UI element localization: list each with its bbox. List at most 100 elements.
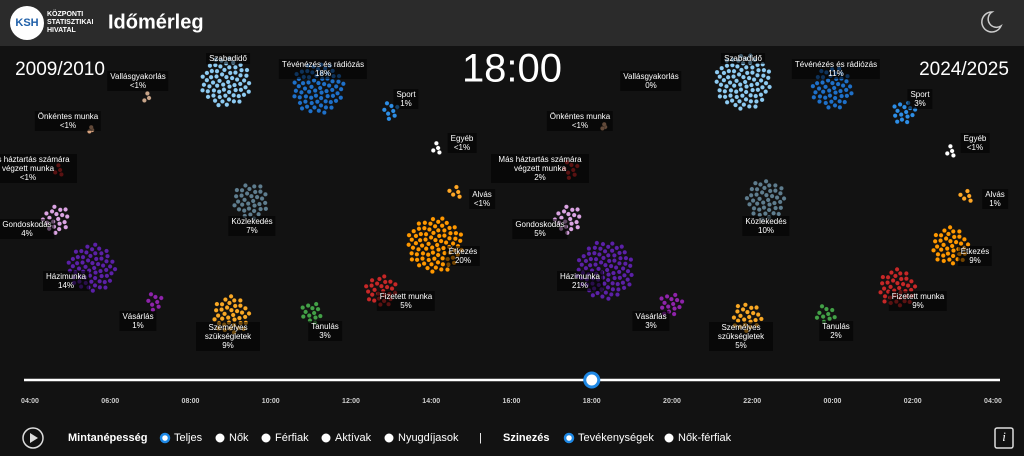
radio[interactable] [261,433,271,443]
activity-dot [943,236,949,241]
activity-dot [565,211,571,217]
activity-dot [879,280,885,286]
activity-label: Sport 1% [393,89,419,109]
activity-dot [774,195,780,201]
radio-label[interactable]: Nyugdíjasok [398,432,459,444]
activity-dot [238,87,244,93]
activity-dot [104,248,109,254]
radio[interactable] [159,432,171,444]
activity-dot [721,77,727,83]
activity-dot [738,87,744,93]
radio-label[interactable]: Férfiak [275,432,309,444]
activity-dot [766,182,772,188]
radio[interactable] [215,433,225,443]
timeline-handle[interactable] [583,371,601,389]
activity-dot [734,78,739,84]
activity-dot [420,256,425,261]
activity-dot [242,305,248,311]
radio-label[interactable]: Nők [229,432,249,444]
activity-dot [743,96,749,102]
activity-dot [430,230,436,236]
activity-dot [200,87,205,93]
radio[interactable] [563,432,575,444]
timeline-tick-label[interactable]: 10:00 [262,398,280,405]
activity-dot [755,312,761,317]
activity-dot [372,287,378,293]
activity-dot [810,83,816,89]
radio[interactable] [664,433,674,443]
activity-dot [940,253,946,259]
activity-dot [743,64,749,70]
timeline-tick-label[interactable]: 06:00 [101,398,119,405]
activity-dot [842,99,848,105]
activity-dot [448,230,453,236]
activity-dot [432,223,438,229]
timeline-tick-label[interactable]: 16:00 [503,398,521,405]
activity-dot [757,196,763,202]
activity-label: Gondoskodás 4% [0,219,55,239]
timeline-tick-label[interactable]: 04:00 [984,398,1002,405]
radio[interactable] [321,433,331,443]
activity-dot [141,97,147,103]
timeline-tick-label[interactable]: 20:00 [663,398,681,405]
info-icon[interactable]: i [1002,429,1006,444]
activity-dot [714,79,720,85]
play-button[interactable] [22,427,44,449]
activity-dot [820,80,825,85]
activity-dot [837,98,843,104]
activity-dot [148,291,154,297]
activity-dot [319,90,324,96]
activity-dot [741,102,747,108]
activity-dot [262,200,268,206]
activity-dot [600,255,606,261]
logo[interactable]: KSH [15,17,38,29]
activity-dot [229,75,235,81]
radio-label[interactable]: Teljes [174,432,203,444]
activity-dot [759,84,765,90]
activity-dot [905,283,911,289]
activity-dot [765,197,771,203]
timeline-tick-label[interactable]: 12:00 [342,398,360,405]
activity-dot [433,265,439,271]
activity-dot [446,235,452,241]
activity-dot [219,307,225,312]
activity-dot [371,298,377,304]
activity-label: Közlekedés 7% [228,216,276,236]
play-icon[interactable] [30,433,38,443]
radio[interactable] [384,433,394,443]
activity-dot [598,260,604,265]
radio-label[interactable]: Tevékenységek [578,432,654,444]
activity-dot [627,282,632,287]
activity-dot [423,246,429,252]
activity-dot [333,98,339,104]
timeline-tick-label[interactable]: 22:00 [743,398,761,405]
theme-toggle[interactable] [981,11,1003,33]
activity-dot [425,265,430,271]
timeline-tick-label[interactable]: 04:00 [21,398,39,405]
activity-dot [428,235,434,240]
activity-dot [849,90,854,96]
activity-dot [413,240,419,246]
activity-dot [609,248,615,254]
timeline-tick-label[interactable]: 08:00 [182,398,200,405]
activity-dot [880,274,886,280]
activity-dot [728,93,733,98]
activity-dot [579,262,585,268]
activity-dot [96,246,102,252]
radio-label[interactable]: Nők-férfiak [678,432,732,444]
org-line: KÖZPONTI [47,9,83,18]
activity-dot [246,89,252,95]
info-button[interactable] [994,427,1014,449]
timeline-tick-label[interactable]: 18:00 [583,398,601,405]
logo-circle[interactable] [10,6,44,40]
activity-name: Vásárlás [122,312,154,321]
activity-dot [222,93,228,99]
activity-dot [908,278,914,284]
activity-name: Fizetett munka [891,292,945,301]
timeline-tick-label[interactable]: 14:00 [422,398,440,405]
activity-dot [369,292,375,298]
radio-label[interactable]: Aktívak [335,432,372,444]
timeline-tick-label[interactable]: 00:00 [824,398,842,405]
activity-dot [232,82,237,88]
timeline-tick-label[interactable]: 02:00 [904,398,922,405]
